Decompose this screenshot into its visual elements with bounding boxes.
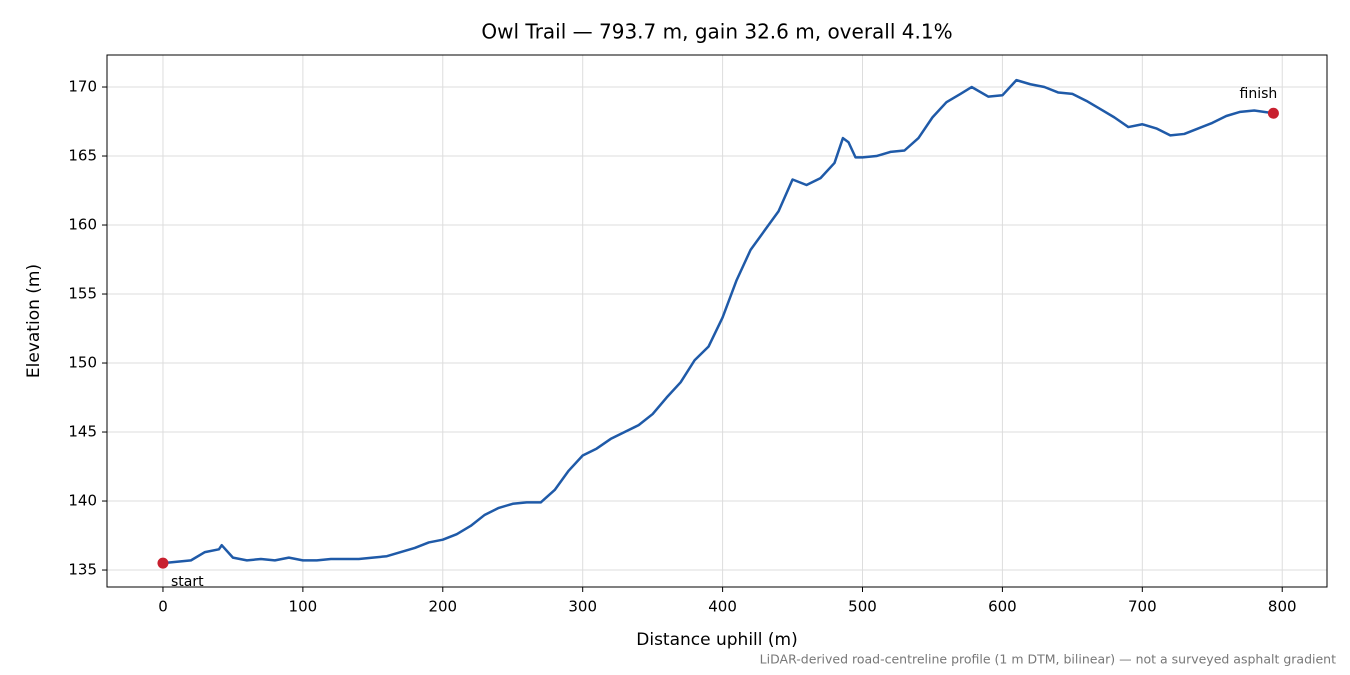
x-tick-label: 0 [158,598,168,616]
x-tick-label: 700 [1128,598,1157,616]
elevation-line [162,78,1274,565]
x-tick-label: 300 [568,598,597,616]
x-tick-label: 600 [988,598,1017,616]
endpoint-label: start [171,574,204,590]
x-tick-label: 500 [848,598,877,616]
x-axis-label: Distance uphill (m) [636,630,797,650]
x-tick-label: 200 [428,598,457,616]
plot-frame [106,54,1328,588]
endpoint-marker [1267,107,1279,119]
y-tick-label: 160 [68,216,97,234]
y-tick-label: 170 [68,78,97,96]
x-tick-label: 100 [289,598,318,616]
y-tick-label: 140 [68,492,97,510]
chart-title: Owl Trail — 793.7 m, gain 32.6 m, overal… [481,20,952,44]
y-tick-label: 145 [68,423,97,441]
x-tick-label: 800 [1268,598,1297,616]
y-tick-label: 135 [68,561,97,579]
x-tick-label: 400 [708,598,737,616]
footnote: LiDAR-derived road-centreline profile (1… [760,652,1336,667]
endpoint-label: finish [1240,86,1278,102]
y-tick-label: 150 [68,354,97,372]
endpoint-marker [157,557,169,569]
y-axis-label: Elevation (m) [24,264,44,378]
y-tick-label: 165 [68,147,97,165]
y-tick-label: 155 [68,285,97,303]
